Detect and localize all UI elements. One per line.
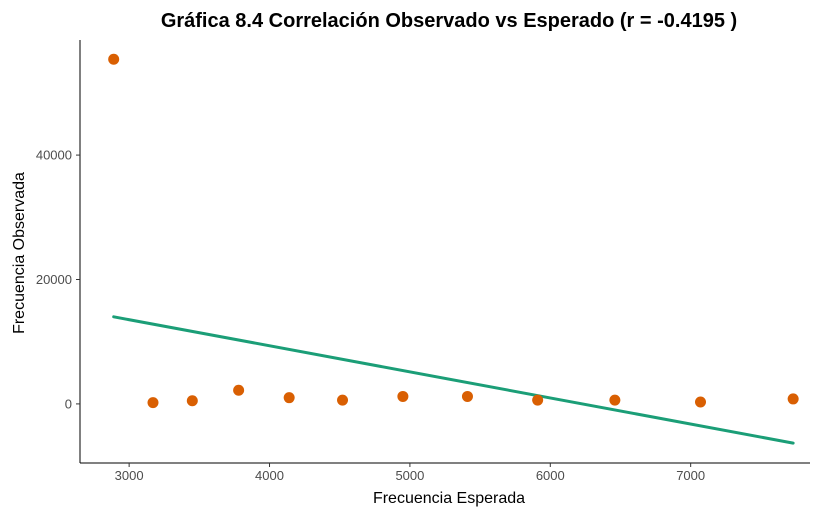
data-point bbox=[233, 384, 245, 396]
data-point bbox=[147, 397, 159, 409]
data-point bbox=[186, 395, 198, 407]
x-ticks: 3000 4000 5000 6000 7000 bbox=[115, 463, 705, 483]
data-point bbox=[337, 394, 349, 406]
data-point bbox=[695, 396, 706, 408]
y-tick-label: 0 bbox=[65, 396, 72, 411]
data-point bbox=[461, 390, 473, 402]
points-group bbox=[108, 53, 799, 409]
y-tick-label: 40000 bbox=[36, 148, 72, 163]
data-point bbox=[397, 390, 409, 402]
x-tick-label: 5000 bbox=[395, 468, 424, 483]
x-tick-label: 6000 bbox=[536, 468, 565, 483]
data-point bbox=[283, 392, 295, 404]
y-ticks: 0 20000 40000 bbox=[36, 148, 80, 411]
trend-line bbox=[112, 315, 795, 445]
data-point bbox=[532, 394, 544, 406]
x-tick-label: 3000 bbox=[115, 468, 144, 483]
chart-title: Gráfica 8.4 Correlación Observado vs Esp… bbox=[161, 10, 737, 32]
x-tick-label: 7000 bbox=[676, 468, 705, 483]
x-axis-title: Frecuencia Esperada bbox=[373, 490, 525, 507]
y-tick-label: 20000 bbox=[36, 272, 72, 287]
data-point bbox=[108, 53, 120, 65]
data-point bbox=[609, 394, 621, 406]
y-axis-title: Frecuencia Observada bbox=[11, 172, 28, 334]
x-tick-label: 4000 bbox=[255, 468, 284, 483]
trend-line-group bbox=[112, 315, 795, 445]
data-point bbox=[787, 393, 799, 405]
plot-area: 3000 4000 5000 6000 7000 0 20000 40000 bbox=[36, 40, 810, 483]
